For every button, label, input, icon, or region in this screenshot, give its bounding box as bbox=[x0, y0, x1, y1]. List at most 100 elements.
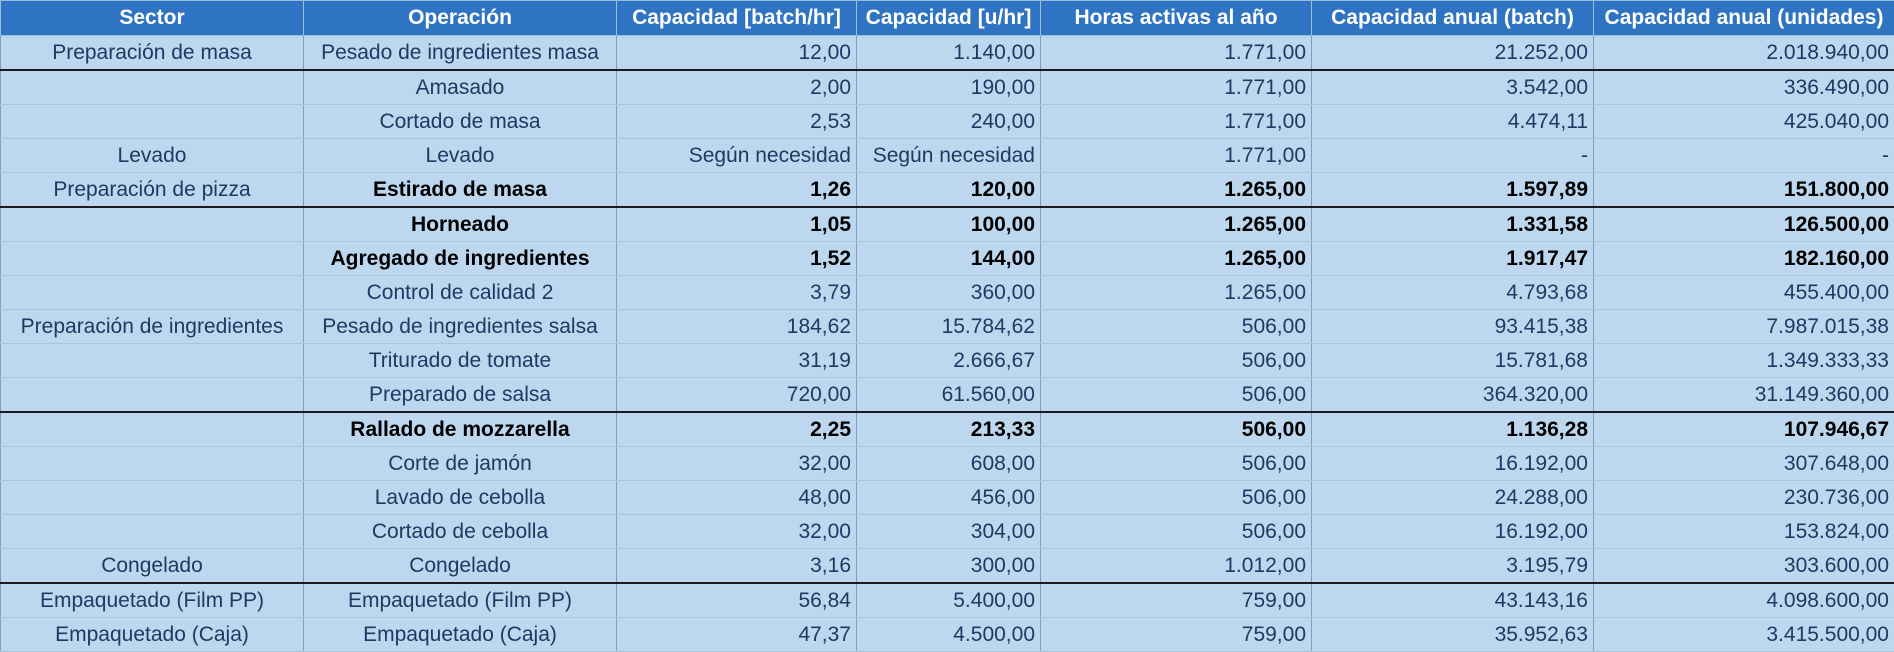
table-row: Empaquetado (Caja)Empaquetado (Caja)47,3… bbox=[1, 618, 1894, 652]
sector-cell bbox=[1, 242, 304, 276]
capacidad-anual-unidades-cell: - bbox=[1594, 139, 1894, 173]
capacidad-u-hr-cell: 4.500,00 bbox=[857, 618, 1041, 652]
capacidad-anual-batch-cell: 1.136,28 bbox=[1312, 412, 1594, 447]
sector-cell bbox=[1, 412, 304, 447]
capacidad-anual-batch-cell: 16.192,00 bbox=[1312, 447, 1594, 481]
capacidad-batch-hr-cell: 32,00 bbox=[617, 515, 857, 549]
capacidad-anual-batch-cell: 3.195,79 bbox=[1312, 549, 1594, 584]
capacidad-anual-unidades-cell: 182.160,00 bbox=[1594, 242, 1894, 276]
capacidad-anual-unidades-cell: 455.400,00 bbox=[1594, 276, 1894, 310]
capacidad-anual-batch-cell: 35.952,63 bbox=[1312, 618, 1594, 652]
capacidad-batch-hr-cell: 2,00 bbox=[617, 70, 857, 105]
sector-cell: Congelado bbox=[1, 549, 304, 584]
operacion-cell: Corte de jamón bbox=[304, 447, 617, 481]
capacidad-anual-batch-cell: 1.917,47 bbox=[1312, 242, 1594, 276]
capacidad-u-hr-cell: 61.560,00 bbox=[857, 378, 1041, 413]
capacidad-anual-batch-cell: 15.781,68 bbox=[1312, 344, 1594, 378]
capacidad-anual-unidades-cell: 151.800,00 bbox=[1594, 173, 1894, 208]
capacidad-u-hr-cell: 304,00 bbox=[857, 515, 1041, 549]
header-capacidad-batch-hr: Capacidad [batch/hr] bbox=[617, 1, 857, 36]
capacidad-anual-batch-cell: 93.415,38 bbox=[1312, 310, 1594, 344]
capacidad-anual-unidades-cell: 336.490,00 bbox=[1594, 70, 1894, 105]
horas-activas-cell: 1.265,00 bbox=[1041, 242, 1312, 276]
capacidad-anual-unidades-cell: 3.415.500,00 bbox=[1594, 618, 1894, 652]
header-row: Sector Operación Capacidad [batch/hr] Ca… bbox=[1, 1, 1894, 36]
capacidad-batch-hr-cell: 720,00 bbox=[617, 378, 857, 413]
capacidad-anual-unidades-cell: 153.824,00 bbox=[1594, 515, 1894, 549]
capacidad-batch-hr-cell: 2,25 bbox=[617, 412, 857, 447]
horas-activas-cell: 1.771,00 bbox=[1041, 105, 1312, 139]
capacidad-u-hr-cell: 5.400,00 bbox=[857, 583, 1041, 618]
capacidad-anual-unidades-cell: 303.600,00 bbox=[1594, 549, 1894, 584]
sector-cell bbox=[1, 276, 304, 310]
sector-cell: Preparación de ingredientes bbox=[1, 310, 304, 344]
capacidad-u-hr-cell: 1.140,00 bbox=[857, 36, 1041, 71]
capacidad-anual-unidades-cell: 307.648,00 bbox=[1594, 447, 1894, 481]
capacidad-anual-batch-cell: 4.474,11 bbox=[1312, 105, 1594, 139]
horas-activas-cell: 1.771,00 bbox=[1041, 70, 1312, 105]
capacidad-u-hr-cell: 608,00 bbox=[857, 447, 1041, 481]
operacion-cell: Rallado de mozzarella bbox=[304, 412, 617, 447]
capacidad-u-hr-cell: 144,00 bbox=[857, 242, 1041, 276]
sector-cell bbox=[1, 378, 304, 413]
operacion-cell: Empaquetado (Caja) bbox=[304, 618, 617, 652]
header-capacidad-u-hr: Capacidad [u/hr] bbox=[857, 1, 1041, 36]
horas-activas-cell: 506,00 bbox=[1041, 378, 1312, 413]
capacidad-u-hr-cell: 100,00 bbox=[857, 207, 1041, 242]
capacidad-u-hr-cell: 240,00 bbox=[857, 105, 1041, 139]
horas-activas-cell: 1.771,00 bbox=[1041, 36, 1312, 71]
sector-cell bbox=[1, 344, 304, 378]
operacion-cell: Cortado de masa bbox=[304, 105, 617, 139]
operacion-cell: Lavado de cebolla bbox=[304, 481, 617, 515]
capacidad-anual-unidades-cell: 4.098.600,00 bbox=[1594, 583, 1894, 618]
operacion-cell: Horneado bbox=[304, 207, 617, 242]
capacidad-anual-batch-cell: 16.192,00 bbox=[1312, 515, 1594, 549]
capacidad-anual-batch-cell: 1.331,58 bbox=[1312, 207, 1594, 242]
capacidad-batch-hr-cell: 3,16 bbox=[617, 549, 857, 584]
table-row: Empaquetado (Film PP)Empaquetado (Film P… bbox=[1, 583, 1894, 618]
header-horas-activas: Horas activas al año bbox=[1041, 1, 1312, 36]
operacion-cell: Estirado de masa bbox=[304, 173, 617, 208]
capacidad-anual-unidades-cell: 230.736,00 bbox=[1594, 481, 1894, 515]
capacidad-batch-hr-cell: 2,53 bbox=[617, 105, 857, 139]
operacion-cell: Pesado de ingredientes salsa bbox=[304, 310, 617, 344]
capacidad-u-hr-cell: 456,00 bbox=[857, 481, 1041, 515]
operacion-cell: Agregado de ingredientes bbox=[304, 242, 617, 276]
horas-activas-cell: 1.265,00 bbox=[1041, 173, 1312, 208]
capacidad-anual-batch-cell: 364.320,00 bbox=[1312, 378, 1594, 413]
capacidad-u-hr-cell: 2.666,67 bbox=[857, 344, 1041, 378]
capacidad-batch-hr-cell: 12,00 bbox=[617, 36, 857, 71]
sector-cell bbox=[1, 447, 304, 481]
capacidad-batch-hr-cell: 32,00 bbox=[617, 447, 857, 481]
capacidad-batch-hr-cell: 3,79 bbox=[617, 276, 857, 310]
sector-cell bbox=[1, 105, 304, 139]
capacidad-anual-unidades-cell: 7.987.015,38 bbox=[1594, 310, 1894, 344]
capacidad-u-hr-cell: 15.784,62 bbox=[857, 310, 1041, 344]
sector-cell: Preparación de pizza bbox=[1, 173, 304, 208]
operacion-cell: Control de calidad 2 bbox=[304, 276, 617, 310]
capacidad-u-hr-cell: Según necesidad bbox=[857, 139, 1041, 173]
operacion-cell: Empaquetado (Film PP) bbox=[304, 583, 617, 618]
capacidad-u-hr-cell: 120,00 bbox=[857, 173, 1041, 208]
capacidad-u-hr-cell: 300,00 bbox=[857, 549, 1041, 584]
capacidad-batch-hr-cell: 184,62 bbox=[617, 310, 857, 344]
horas-activas-cell: 1.265,00 bbox=[1041, 276, 1312, 310]
operacion-cell: Preparado de salsa bbox=[304, 378, 617, 413]
capacidad-anual-unidades-cell: 126.500,00 bbox=[1594, 207, 1894, 242]
capacidad-anual-batch-cell: 43.143,16 bbox=[1312, 583, 1594, 618]
header-capacidad-anual-unidades: Capacidad anual (unidades) bbox=[1594, 1, 1894, 36]
capacidad-anual-unidades-cell: 425.040,00 bbox=[1594, 105, 1894, 139]
sector-cell: Preparación de masa bbox=[1, 36, 304, 71]
horas-activas-cell: 506,00 bbox=[1041, 481, 1312, 515]
capacidad-batch-hr-cell: 1,52 bbox=[617, 242, 857, 276]
